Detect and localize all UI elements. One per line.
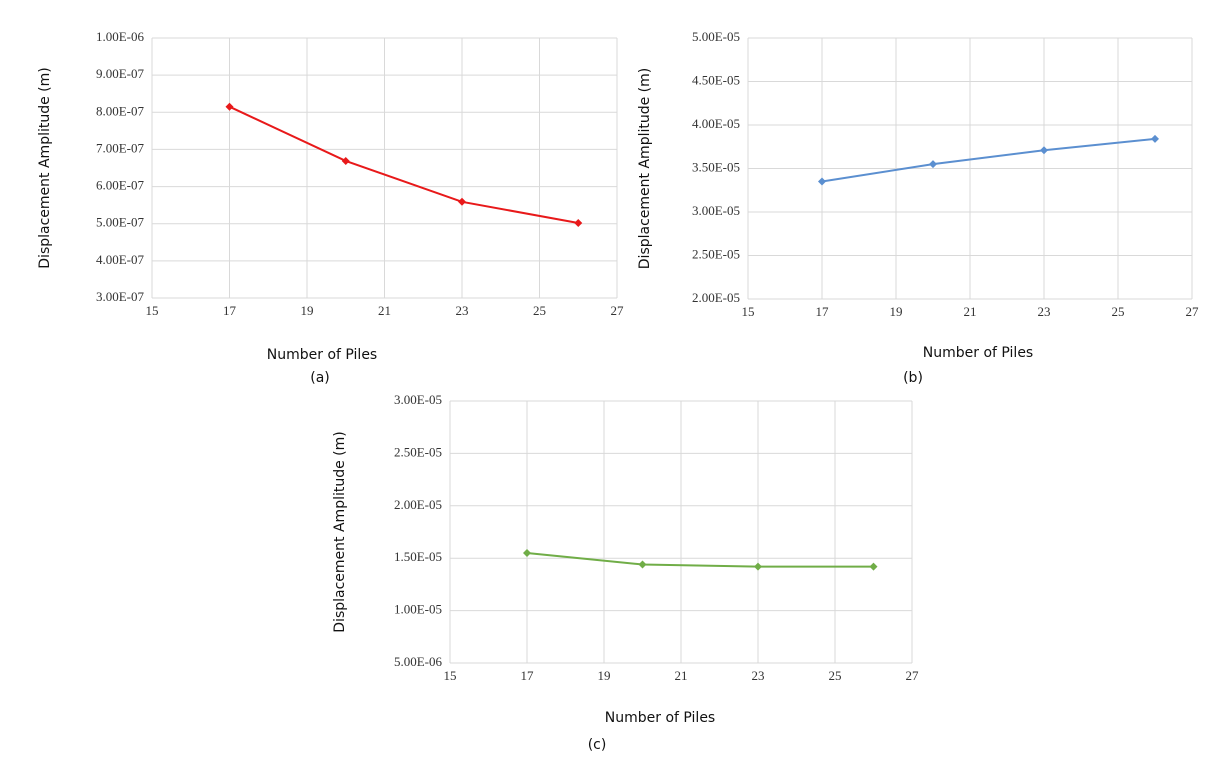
data-line [821,137,1156,183]
y-tick-label: 1.50E-05 [394,549,442,564]
y-tick-label: 9.00E-07 [96,66,145,81]
x-axis-title: Number of Piles [605,710,715,726]
data-point [638,560,647,569]
y-tick-label: 5.00E-06 [394,654,443,669]
x-axis-title: Number of Piles [267,347,377,363]
x-axis-title: Number of Piles [923,345,1033,361]
caption: (c) [588,737,607,753]
data-line [229,105,579,224]
x-tick-label: 17 [816,304,830,319]
y-tick-label: 2.00E-05 [692,290,740,305]
x-tick-label: 27 [611,303,625,318]
x-tick-label: 23 [1038,304,1051,319]
data-point [523,548,531,557]
x-tick-label: 21 [675,668,688,683]
x-tick-label: 17 [521,668,535,683]
y-axis-title: Displacement Amplitude (m) [37,67,53,268]
y-tick-label: 2.50E-05 [394,444,442,459]
y-tick-label: 3.00E-05 [692,203,740,218]
y-tick-label: 2.50E-05 [692,246,740,261]
y-tick-label: 6.00E-07 [96,178,145,193]
x-tick-label: 17 [223,303,237,318]
x-tick-label: 21 [378,303,391,318]
x-tick-label: 25 [829,668,842,683]
x-tick-label: 27 [906,668,920,683]
y-axis-title: Displacement Amplitude (m) [637,68,653,269]
y-tick-label: 5.00E-07 [96,215,145,230]
data-point [869,562,878,571]
x-tick-label: 23 [752,668,765,683]
caption: (b) [903,370,923,386]
y-tick-label: 3.50E-05 [692,159,740,174]
x-tick-label: 23 [456,303,469,318]
y-tick-label: 1.00E-06 [96,29,145,44]
data-point [458,197,466,206]
y-tick-label: 7.00E-07 [96,140,145,155]
y-tick-label: 8.00E-07 [96,103,145,118]
data-point [574,218,583,227]
data-point [225,102,234,111]
data-point [341,156,350,165]
data-point [754,562,762,571]
x-tick-label: 19 [598,668,611,683]
y-tick-label: 4.00E-07 [96,252,145,267]
y-tick-label: 1.00E-05 [394,602,442,617]
x-tick-label: 25 [533,303,546,318]
data-line [526,551,874,568]
x-tick-label: 15 [444,668,457,683]
y-tick-label: 3.00E-05 [394,392,442,407]
data-point [1151,134,1159,143]
y-tick-label: 4.50E-05 [692,72,740,87]
caption: (a) [310,370,330,386]
data-point [929,160,937,169]
y-tick-label: 2.00E-05 [394,497,442,512]
data-point [818,177,826,186]
y-tick-label: 3.00E-07 [96,289,145,304]
x-tick-label: 19 [890,304,903,319]
x-tick-label: 25 [1112,304,1125,319]
x-tick-label: 27 [1186,304,1200,319]
y-tick-label: 5.00E-05 [692,29,740,44]
x-tick-label: 21 [964,304,977,319]
data-point [1040,146,1048,155]
y-axis-title: Displacement Amplitude (m) [332,431,348,632]
y-tick-label: 4.00E-05 [692,116,740,131]
x-tick-label: 15 [146,303,159,318]
x-tick-label: 15 [742,304,755,319]
x-tick-label: 19 [301,303,314,318]
